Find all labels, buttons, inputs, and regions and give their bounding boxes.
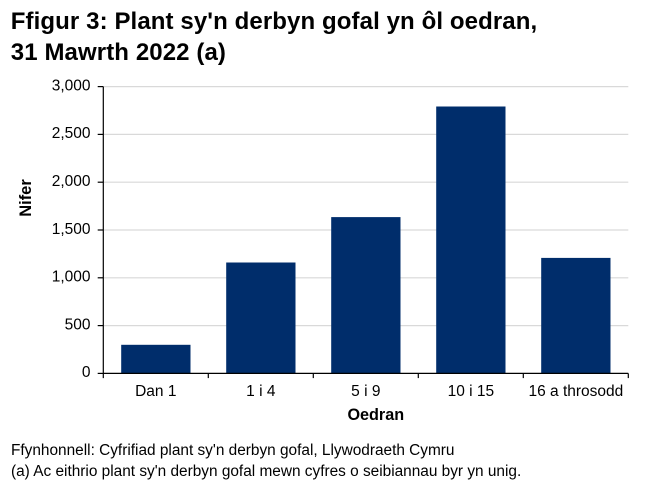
svg-text:31 Mawrth 2022 (a): 31 Mawrth 2022 (a) bbox=[11, 39, 226, 66]
svg-text:2,000: 2,000 bbox=[52, 173, 91, 190]
svg-text:1 i 4: 1 i 4 bbox=[246, 383, 276, 400]
svg-text:1,000: 1,000 bbox=[52, 269, 91, 286]
svg-text:10 i 15: 10 i 15 bbox=[448, 383, 495, 400]
svg-text:Oedran: Oedran bbox=[347, 406, 404, 424]
svg-text:500: 500 bbox=[65, 316, 91, 333]
svg-text:0: 0 bbox=[82, 364, 91, 381]
svg-text:Ffigur 3: Plant sy'n derbyn go: Ffigur 3: Plant sy'n derbyn gofal yn ôl … bbox=[11, 8, 537, 35]
svg-text:16 a throsodd: 16 a throsodd bbox=[529, 383, 624, 400]
svg-text:Dan 1: Dan 1 bbox=[135, 383, 176, 400]
svg-text:Nifer: Nifer bbox=[17, 179, 35, 217]
svg-text:5 i 9: 5 i 9 bbox=[351, 383, 380, 400]
svg-text:(a) Ac eithrio plant sy'n derb: (a) Ac eithrio plant sy'n derbyn gofal m… bbox=[11, 463, 521, 480]
svg-text:3,000: 3,000 bbox=[52, 77, 91, 94]
svg-text:Ffynhonnell: Cyfrifiad plant s: Ffynhonnell: Cyfrifiad plant sy'n derbyn… bbox=[11, 442, 455, 459]
svg-text:1,500: 1,500 bbox=[52, 221, 91, 238]
svg-text:2,500: 2,500 bbox=[52, 125, 91, 142]
